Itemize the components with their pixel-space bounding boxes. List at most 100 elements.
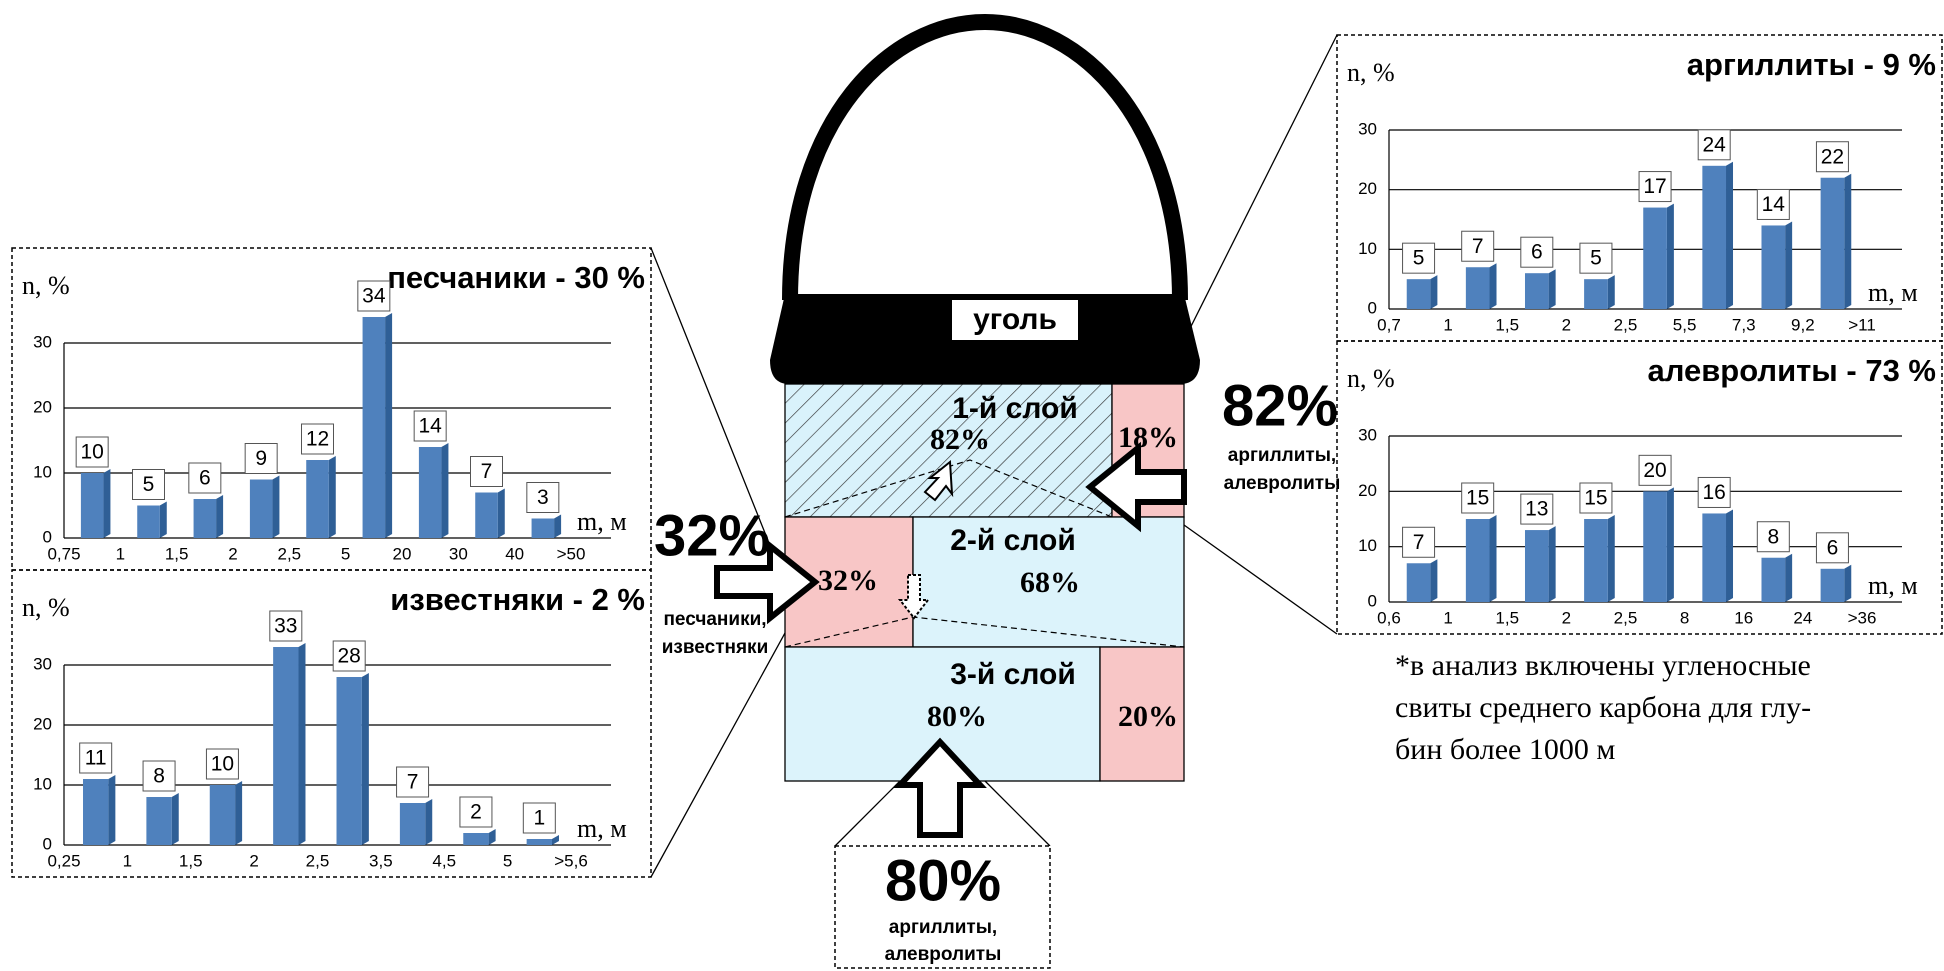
x-tick-label: >5,6 <box>554 851 588 870</box>
value-label: 6 <box>199 467 211 490</box>
x-tick-label: 2 <box>249 851 258 870</box>
bar-side <box>235 781 242 845</box>
x-tick-label: 2 <box>228 544 237 563</box>
y-tick-label: 10 <box>33 462 52 481</box>
value-label: 6 <box>1827 536 1839 559</box>
bar-side <box>1549 526 1556 602</box>
bar-side <box>1667 487 1674 602</box>
value-label: 8 <box>1767 525 1779 548</box>
x-tick-label: 30 <box>449 544 468 563</box>
bar <box>400 803 425 845</box>
x-tick-label: 0,7 <box>1377 315 1401 334</box>
x-tick-label: 20 <box>393 544 412 563</box>
bar <box>306 460 329 538</box>
bar <box>1821 569 1845 602</box>
arch <box>790 22 1180 300</box>
x-tick-label: 2 <box>1562 608 1571 627</box>
input-rocks: аргиллиты, <box>1228 445 1336 466</box>
bar-side <box>1726 509 1733 602</box>
bar <box>1407 563 1431 602</box>
y-tick-label: 20 <box>1358 179 1377 198</box>
input-percent: 80% <box>885 848 1001 913</box>
bar <box>527 839 552 845</box>
bar <box>1584 519 1608 602</box>
x-tick-label: 0,75 <box>47 544 80 563</box>
bar-side <box>1785 221 1792 309</box>
y-tick-label: 30 <box>33 332 52 351</box>
bar <box>1584 279 1608 309</box>
bar-side <box>1608 515 1615 602</box>
value-label: 12 <box>306 428 329 451</box>
input-rocks: аргиллиты, <box>889 917 997 938</box>
x-tick-label: >50 <box>557 544 586 563</box>
bar-side <box>216 495 223 538</box>
value-label: 8 <box>153 765 165 788</box>
x-axis-label: m, м <box>577 507 627 536</box>
bar-side <box>362 673 369 845</box>
layer-name: 1-й слой <box>952 392 1078 425</box>
x-axis-label: m, м <box>1868 278 1918 307</box>
value-label: 6 <box>1531 241 1543 264</box>
value-label: 13 <box>1525 498 1548 521</box>
y-axis-label: n, % <box>22 271 70 300</box>
bar-side <box>329 456 336 538</box>
bar <box>475 493 498 539</box>
y-axis-label: n, % <box>1347 58 1395 87</box>
input-rocks: алевролиты <box>885 944 1002 965</box>
bar-side <box>1785 554 1792 602</box>
x-tick-label: 2 <box>1562 315 1571 334</box>
value-label: 20 <box>1643 459 1666 482</box>
bar <box>1702 166 1726 309</box>
x-tick-label: 24 <box>1793 608 1812 627</box>
bar <box>250 480 273 539</box>
value-label: 7 <box>407 771 419 794</box>
bar <box>210 785 235 845</box>
bar <box>137 506 160 539</box>
y-axis-label: n, % <box>1347 364 1395 393</box>
value-label: 14 <box>418 415 442 438</box>
value-label: 2 <box>470 801 482 824</box>
y-tick-label: 0 <box>1368 298 1377 317</box>
chart-title: песчаники - 30 % <box>387 260 645 295</box>
bar <box>1761 225 1785 309</box>
layer-percent: 18% <box>1118 421 1178 454</box>
bar-side <box>498 489 505 539</box>
x-tick-label: 0,6 <box>1377 608 1401 627</box>
value-label: 24 <box>1703 133 1727 156</box>
x-tick-label: >11 <box>1848 315 1876 334</box>
value-label: 5 <box>143 473 155 496</box>
bar-side <box>1430 559 1437 602</box>
value-label: 14 <box>1762 193 1786 216</box>
y-tick-label: 20 <box>1358 481 1377 500</box>
bar <box>1643 491 1667 602</box>
bar <box>363 317 386 538</box>
y-tick-label: 10 <box>1358 536 1377 555</box>
value-label: 11 <box>85 747 107 770</box>
chart-title: известняки - 2 % <box>390 582 645 617</box>
bar-side <box>554 515 561 539</box>
note: свиты среднего карбона для глу- <box>1395 691 1811 724</box>
value-label: 22 <box>1821 145 1844 168</box>
y-tick-label: 0 <box>1368 591 1377 610</box>
input-rocks: алевролиты <box>1224 473 1341 494</box>
layer-percent: 80% <box>927 700 987 733</box>
value-label: 5 <box>1590 247 1602 270</box>
x-tick-label: >36 <box>1848 608 1877 627</box>
bar <box>1525 273 1549 309</box>
y-tick-label: 30 <box>33 654 52 673</box>
x-tick-label: 1 <box>1443 315 1452 334</box>
bar <box>81 473 104 538</box>
value-label: 7 <box>1472 235 1484 258</box>
y-tick-label: 30 <box>1358 119 1377 138</box>
x-tick-label: 2,5 <box>278 544 302 563</box>
layer-percent: 20% <box>1118 700 1178 733</box>
x-tick-label: 1 <box>123 851 132 870</box>
bar-side <box>1549 269 1556 309</box>
value-label: 15 <box>1466 487 1489 510</box>
bar-side <box>489 829 496 845</box>
x-tick-label: 7,3 <box>1732 315 1756 334</box>
value-label: 7 <box>1413 531 1425 554</box>
bar-side <box>298 643 305 845</box>
chart-title: алевролиты - 73 % <box>1647 353 1936 388</box>
value-label: 10 <box>80 441 103 464</box>
